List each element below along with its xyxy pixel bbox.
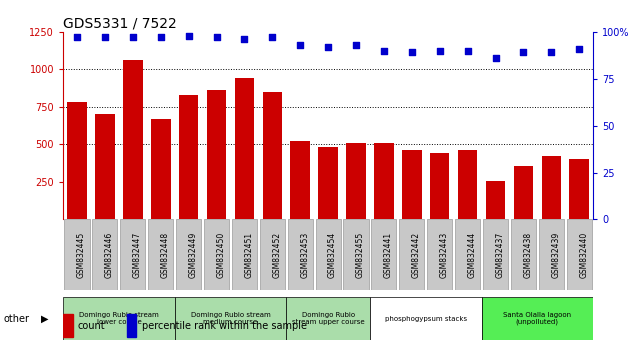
Text: percentile rank within the sample: percentile rank within the sample: [141, 321, 307, 331]
Text: GSM832449: GSM832449: [189, 232, 198, 278]
Bar: [64, 219, 90, 290]
Bar: [204, 219, 229, 290]
Text: GSM832450: GSM832450: [216, 232, 225, 278]
Bar: [539, 219, 564, 290]
Bar: [232, 219, 257, 290]
Point: [184, 33, 194, 39]
Text: GDS5331 / 7522: GDS5331 / 7522: [63, 17, 177, 31]
Bar: [514, 166, 533, 219]
Bar: [207, 90, 227, 219]
Text: GSM832446: GSM832446: [105, 232, 114, 278]
Bar: [179, 95, 198, 219]
Text: other: other: [3, 314, 29, 324]
Bar: [427, 219, 452, 290]
Bar: [343, 219, 369, 290]
Bar: [123, 61, 143, 219]
Bar: [346, 143, 366, 219]
Text: Santa Olalla lagoon
(unpolluted): Santa Olalla lagoon (unpolluted): [504, 312, 572, 325]
Point: [323, 44, 333, 50]
Bar: [286, 297, 370, 340]
Point: [518, 50, 528, 55]
Bar: [374, 143, 394, 219]
Text: GSM832454: GSM832454: [328, 232, 337, 278]
Text: GSM832452: GSM832452: [273, 232, 281, 278]
Text: GSM832437: GSM832437: [495, 232, 505, 278]
Bar: [481, 297, 593, 340]
Bar: [176, 219, 201, 290]
Point: [546, 50, 557, 55]
Point: [407, 50, 417, 55]
Text: GSM832442: GSM832442: [412, 232, 421, 278]
Text: GSM832445: GSM832445: [77, 232, 86, 278]
Point: [100, 35, 110, 40]
Bar: [121, 219, 145, 290]
Text: GSM832441: GSM832441: [384, 232, 393, 278]
Text: GSM832443: GSM832443: [440, 232, 449, 278]
Bar: [372, 219, 396, 290]
Text: GSM832440: GSM832440: [579, 232, 588, 278]
Point: [379, 48, 389, 53]
Bar: [290, 142, 310, 219]
Text: GSM832453: GSM832453: [300, 232, 309, 278]
Point: [128, 35, 138, 40]
Text: ▶: ▶: [41, 314, 49, 324]
Bar: [127, 314, 136, 337]
Bar: [319, 147, 338, 219]
Bar: [151, 119, 170, 219]
Point: [268, 35, 278, 40]
Bar: [260, 219, 285, 290]
Text: GSM832444: GSM832444: [468, 232, 476, 278]
Point: [574, 46, 584, 52]
Text: GSM832455: GSM832455: [356, 232, 365, 278]
Text: Domingo Rubio
stream upper course: Domingo Rubio stream upper course: [292, 312, 365, 325]
Bar: [567, 219, 592, 290]
Bar: [235, 78, 254, 219]
Bar: [458, 150, 478, 219]
Bar: [402, 150, 422, 219]
Bar: [486, 181, 505, 219]
Bar: [569, 159, 589, 219]
Bar: [95, 114, 115, 219]
Text: GSM832451: GSM832451: [244, 232, 254, 278]
Bar: [541, 156, 561, 219]
Text: GSM832447: GSM832447: [133, 232, 142, 278]
Point: [211, 35, 221, 40]
Point: [295, 42, 305, 48]
Bar: [455, 219, 480, 290]
Text: Domingo Rubio stream
lower course: Domingo Rubio stream lower course: [79, 312, 159, 325]
Point: [463, 48, 473, 53]
Text: GSM832438: GSM832438: [523, 232, 533, 278]
Bar: [399, 219, 425, 290]
Text: GSM832439: GSM832439: [551, 232, 560, 278]
Bar: [175, 297, 286, 340]
Point: [435, 48, 445, 53]
Bar: [288, 219, 313, 290]
Text: GSM832448: GSM832448: [161, 232, 170, 278]
Point: [351, 42, 361, 48]
Text: Domingo Rubio stream
medium course: Domingo Rubio stream medium course: [191, 312, 270, 325]
Bar: [68, 102, 87, 219]
Text: phosphogypsum stacks: phosphogypsum stacks: [385, 316, 467, 321]
Bar: [262, 92, 282, 219]
Bar: [430, 153, 449, 219]
Bar: [511, 219, 536, 290]
Point: [490, 55, 500, 61]
Bar: [370, 297, 481, 340]
Bar: [148, 219, 174, 290]
Bar: [63, 314, 73, 337]
Bar: [483, 219, 508, 290]
Bar: [92, 219, 117, 290]
Bar: [63, 297, 175, 340]
Point: [72, 35, 82, 40]
Point: [156, 35, 166, 40]
Text: count: count: [78, 321, 105, 331]
Bar: [316, 219, 341, 290]
Point: [239, 36, 249, 42]
